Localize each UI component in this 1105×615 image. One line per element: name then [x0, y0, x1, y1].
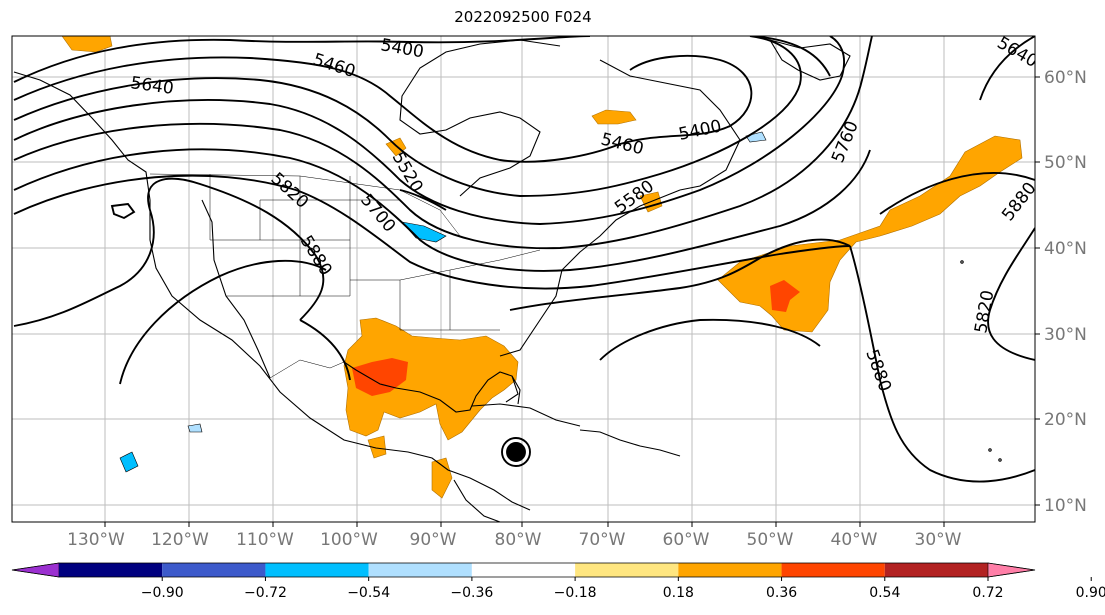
lat-label: 10°N: [1044, 496, 1087, 516]
lon-label: 60°W: [663, 530, 710, 550]
contour-label: 5880: [998, 179, 1040, 225]
colorbar-cell: [162, 563, 266, 577]
shade-orange-region: [431, 457, 453, 499]
contour-label: 5640: [994, 33, 1041, 72]
colorbar-tick-label: 0.18: [663, 585, 694, 601]
colorbar-cell: [471, 563, 576, 577]
colorbar-tick-label: −0.36: [450, 585, 493, 601]
colorbar-extend-high: [987, 562, 1036, 578]
colorbar: −0.90 −0.72 −0.54 −0.36 −0.18 0.18 0.36 0.54 0.7…: [11, 562, 1105, 601]
shade-red-region: [770, 280, 800, 312]
colorbar-tick-label: 0.90: [1076, 585, 1105, 601]
colorbar-tick-label: −0.90: [141, 585, 184, 601]
contour-label: 5460: [599, 129, 646, 159]
colorbar-tick-label: 0.72: [972, 585, 1003, 601]
shade-orange-region: [61, 36, 113, 53]
lon-label: 50°W: [747, 530, 794, 550]
lon-label: 30°W: [915, 530, 962, 550]
colorbar-cell: [781, 563, 885, 577]
lon-label: 130°W: [67, 530, 125, 550]
lon-label: 110°W: [236, 530, 294, 550]
colorbar-cell: [678, 563, 782, 577]
shaded-anomalies: [61, 36, 1023, 499]
map-title: 2022092500 F024: [454, 8, 592, 26]
colorbar-tick-label: 0.36: [766, 585, 797, 601]
lon-label: 100°W: [320, 530, 378, 550]
colorbar-cell: [368, 563, 472, 577]
shade-orange-region: [343, 317, 519, 441]
lat-label: 40°N: [1044, 239, 1087, 259]
lat-label: 60°N: [1044, 68, 1087, 88]
shade-blue-region: [119, 451, 139, 473]
height-contours: [13, 36, 1035, 483]
colorbar-tick-label: 0.54: [869, 585, 900, 601]
colorbar-tick-label: −0.54: [347, 585, 390, 601]
lat-label: 30°N: [1044, 325, 1087, 345]
colorbar-tick-label: −0.18: [554, 585, 597, 601]
contour-label: 5400: [677, 116, 723, 145]
contour-label: 5760: [828, 118, 863, 166]
shade-orange-region: [367, 435, 387, 459]
colorbar-outline: [11, 562, 1036, 578]
colorbar-cell: [265, 563, 369, 577]
shade-orange-region: [717, 135, 1023, 333]
shade-lightblue-region: [745, 131, 767, 143]
latitude-axis: 60°N 50°N 40°N 30°N 20°N 10°N: [1035, 68, 1087, 516]
shade-orange-region: [591, 109, 637, 125]
contour-label: 5880: [296, 232, 336, 279]
shade-blue-region: [401, 221, 447, 243]
colorbar-cell: [59, 563, 163, 577]
lon-label: 80°W: [495, 530, 542, 550]
lon-label: 40°W: [831, 530, 878, 550]
longitude-axis: 130°W 120°W 110°W 100°W 90°W 80°W 70°W 6…: [67, 522, 962, 550]
shade-orange-region: [385, 137, 407, 157]
colorbar-cell: [575, 563, 679, 577]
lon-label: 120°W: [151, 530, 209, 550]
lon-label: 70°W: [579, 530, 626, 550]
colorbar-tick-label: −0.72: [244, 585, 287, 601]
map-frame: [11, 35, 1036, 523]
shade-lightblue-region: [187, 423, 203, 433]
lat-label: 20°N: [1044, 410, 1087, 430]
lon-label: 90°W: [410, 530, 457, 550]
lat-label: 50°N: [1044, 153, 1087, 173]
shade-red-region: [352, 358, 408, 396]
contour-label: 5400: [379, 35, 425, 62]
contour-label: 5820: [971, 289, 998, 335]
contour-label: 5580: [611, 176, 658, 218]
contour-label: 5880: [861, 347, 895, 394]
colorbar-cell: [884, 563, 988, 577]
colorbar-extend-low: [11, 562, 60, 578]
